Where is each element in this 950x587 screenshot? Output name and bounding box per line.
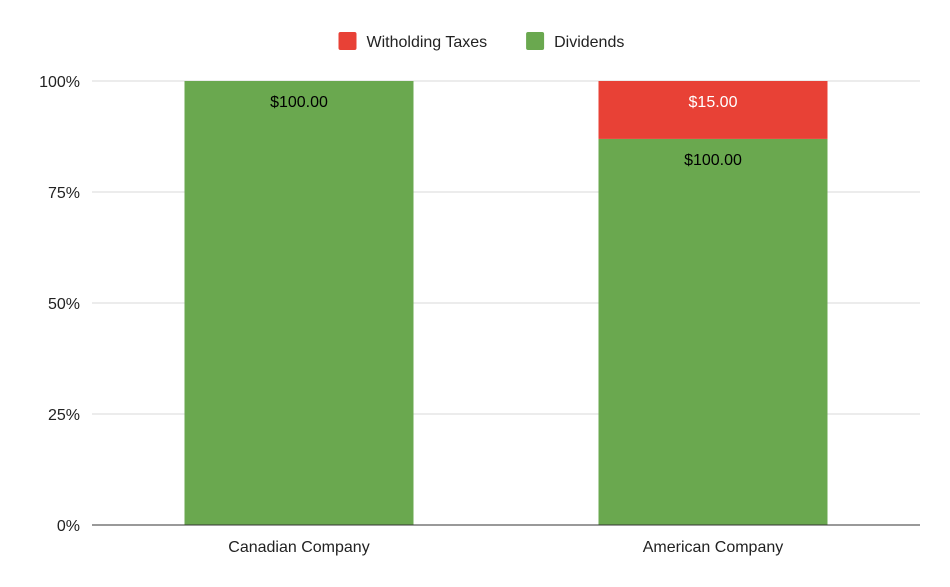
x-tick-american-company: American Company: [643, 539, 784, 556]
legend-item-witholding-taxes: Witholding Taxes: [338, 32, 488, 51]
bar-group-american-company: $100.00 $15.00: [598, 81, 828, 526]
bar-segment-dividends-canadian-company: [184, 81, 414, 525]
legend-label-dividends: Dividends: [554, 34, 624, 51]
y-tick-0: 0%: [57, 518, 80, 535]
y-tick-75: 75%: [48, 185, 80, 202]
y-tick-100: 100%: [39, 74, 80, 91]
bar-segment-witholding-taxes-american-company: [598, 81, 828, 139]
bar-group-canadian-company: $100.00: [184, 81, 414, 525]
x-axis: Canadian Company American Company: [92, 524, 920, 556]
bar-segment-dividends-american-company: [598, 138, 828, 526]
y-tick-50: 50%: [48, 296, 80, 313]
legend-label-witholding-taxes: Witholding Taxes: [367, 34, 488, 51]
y-tick-25: 25%: [48, 407, 80, 424]
y-axis: 0% 25% 50% 75% 100%: [39, 74, 80, 535]
legend: Witholding Taxes Dividends: [338, 32, 624, 51]
data-label-dividends-american-company: $100.00: [684, 152, 742, 169]
legend-swatch-dividends: [526, 32, 545, 50]
data-label-witholding-taxes-american-company: $15.00: [689, 94, 738, 111]
legend-swatch-witholding-taxes: [338, 32, 357, 50]
bars: $100.00 $100.00 $15.00: [184, 81, 828, 526]
data-label-dividends-canadian-company: $100.00: [270, 94, 328, 111]
legend-item-dividends: Dividends: [526, 32, 624, 51]
x-tick-canadian-company: Canadian Company: [228, 539, 369, 556]
